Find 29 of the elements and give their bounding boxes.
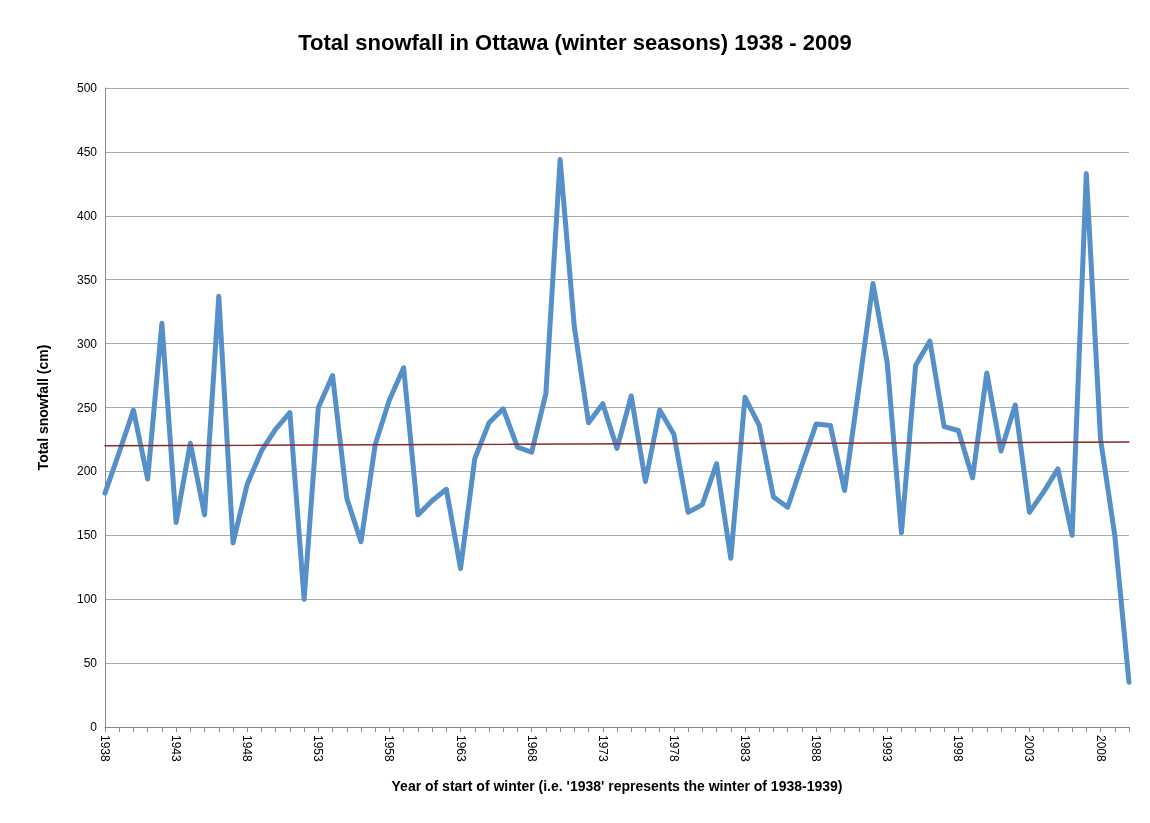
- y-tick-label: 450: [76, 144, 98, 159]
- y-tick-label: 150: [76, 528, 98, 543]
- y-tick-label: 500: [76, 81, 98, 95]
- x-tick-label: 1968: [524, 735, 539, 763]
- y-tick-label: 0: [90, 720, 98, 734]
- y-tick-label: 350: [76, 272, 98, 287]
- x-tick-label: 1998: [951, 735, 966, 763]
- x-tick-label: 1948: [240, 735, 255, 763]
- x-tick-label: 1963: [453, 735, 468, 763]
- y-tick-label: 100: [76, 592, 98, 607]
- x-tick-label: 1973: [595, 735, 610, 763]
- x-tick-label: 2003: [1022, 735, 1037, 763]
- x-tick-label: 1983: [738, 735, 752, 763]
- x-tick-label: 1943: [169, 735, 184, 763]
- x-tick-label: 1958: [382, 735, 397, 763]
- x-tick-label: 1988: [809, 735, 824, 763]
- x-tick-label: 1993: [880, 735, 895, 763]
- x-axis-title: Year of start of winter (i.e. '1938' represents the winter of 1938-1939): [391, 778, 843, 794]
- x-tick-label: 1953: [311, 735, 326, 763]
- x-tick-label: 1938: [98, 735, 112, 763]
- y-tick-label: 200: [76, 464, 98, 479]
- y-tick-label: 300: [76, 336, 98, 351]
- chart-title: Total snowfall in Ottawa (winter seasons) 1938 - 2009: [298, 29, 852, 55]
- y-axis-title: Total snowfall (cm): [35, 344, 51, 471]
- x-tick-label: 2008: [1093, 735, 1108, 763]
- y-tick-label: 400: [76, 208, 98, 223]
- y-tick-label: 50: [83, 656, 98, 671]
- y-tick-label: 250: [76, 400, 98, 415]
- x-tick-label: 1978: [666, 735, 681, 763]
